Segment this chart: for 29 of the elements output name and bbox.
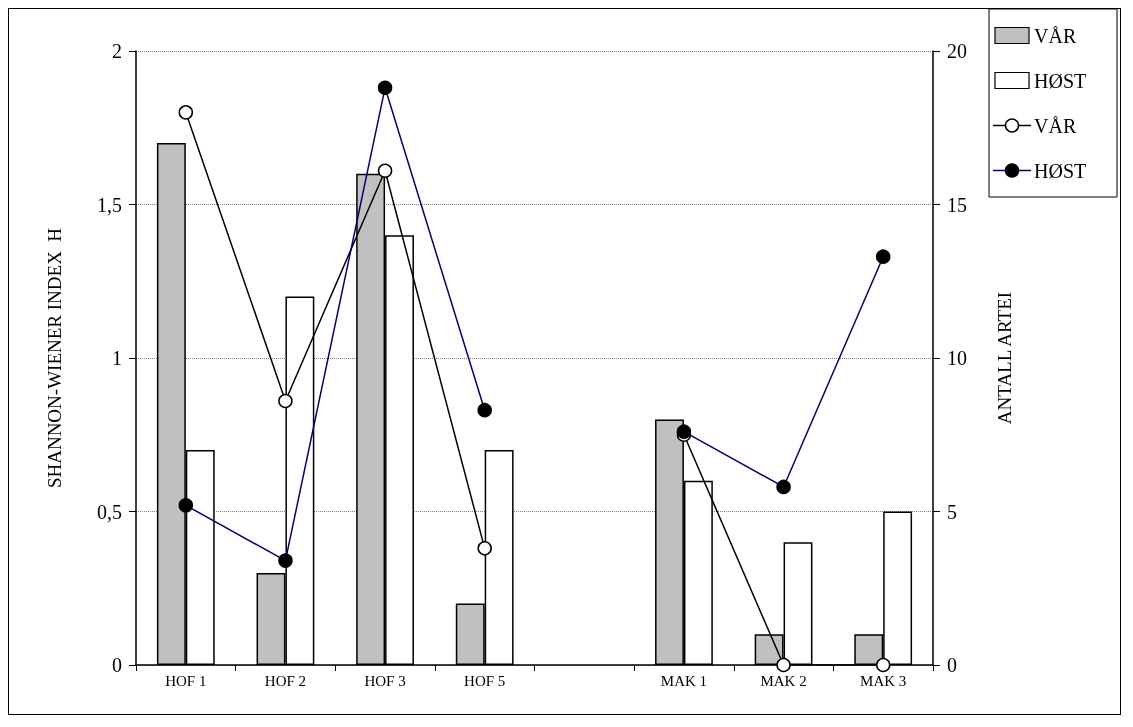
y-tick-label: 1,5 bbox=[97, 193, 122, 216]
point bbox=[178, 105, 194, 120]
legend-label: VÅR bbox=[1034, 24, 1077, 47]
y2-tick-label: 20 bbox=[947, 40, 967, 62]
y2-tick-label: 15 bbox=[947, 193, 967, 216]
point bbox=[477, 541, 492, 556]
x-tick-label: HOF 3 bbox=[364, 672, 406, 689]
point bbox=[875, 657, 891, 673]
legend-label: VÅR bbox=[1034, 114, 1077, 137]
x-tick-label: MAK 3 bbox=[860, 672, 907, 689]
x-tick-label: HOF 5 bbox=[464, 672, 506, 689]
y-tick-label: 0,5 bbox=[97, 500, 122, 523]
x-tick-label: MAK 2 bbox=[760, 672, 807, 689]
x-tick-label: HOF 2 bbox=[264, 672, 307, 689]
y2-tick-label: 10 bbox=[947, 347, 967, 369]
point bbox=[278, 393, 293, 409]
y-axis-title: SHANNON-WIENER INDEX H bbox=[44, 227, 65, 489]
y-tick-label: 2 bbox=[112, 40, 122, 62]
x-tick-label: HOF 1 bbox=[165, 672, 207, 689]
y2-axis-title: ANTALL ARTEI bbox=[994, 291, 1015, 425]
x-tick-label: MAK 1 bbox=[660, 672, 708, 689]
y-tick-label: 1 bbox=[112, 347, 122, 369]
y2-tick-label: 5 bbox=[947, 500, 957, 523]
y-tick-label: 0 bbox=[112, 654, 122, 676]
y2-tick-label: 0 bbox=[947, 654, 957, 676]
legend-label: HØST bbox=[1034, 69, 1087, 92]
point bbox=[377, 163, 393, 178]
legend-label: HØST bbox=[1034, 159, 1087, 182]
point bbox=[776, 657, 791, 673]
